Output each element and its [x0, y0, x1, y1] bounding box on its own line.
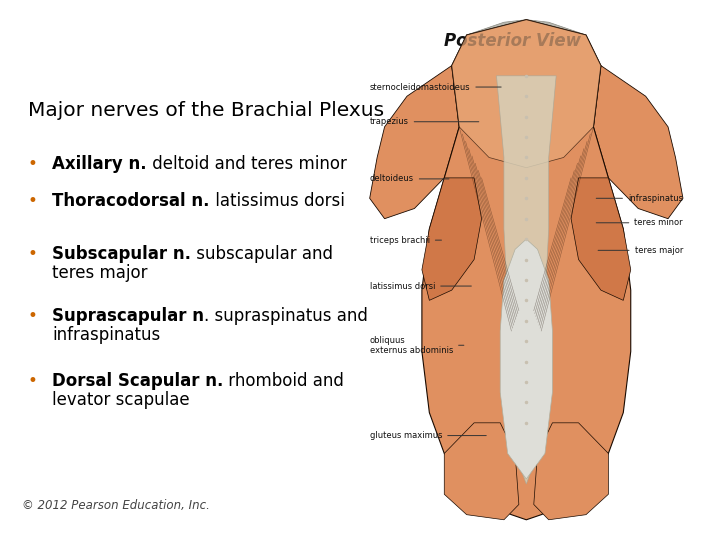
- Text: Major nerves of the Brachial Plexus: Major nerves of the Brachial Plexus: [28, 101, 384, 120]
- Text: subscapular and: subscapular and: [191, 245, 333, 263]
- Text: •: •: [28, 372, 38, 390]
- Text: gluteus maximus: gluteus maximus: [369, 431, 486, 440]
- Polygon shape: [444, 423, 519, 520]
- Text: infraspinatus: infraspinatus: [52, 326, 161, 343]
- Text: •: •: [28, 192, 38, 210]
- Text: latissimus dorsi: latissimus dorsi: [369, 281, 472, 291]
- Polygon shape: [534, 423, 608, 520]
- Text: levator scapulae: levator scapulae: [52, 390, 189, 409]
- Text: . supraspinatus and: . supraspinatus and: [204, 307, 368, 325]
- Text: teres minor: teres minor: [596, 218, 683, 227]
- Text: •: •: [28, 155, 38, 173]
- Polygon shape: [444, 19, 608, 137]
- Polygon shape: [500, 239, 552, 479]
- Polygon shape: [369, 65, 459, 219]
- Text: deltoideus: deltoideus: [369, 174, 449, 184]
- Text: Posterior View: Posterior View: [444, 32, 581, 50]
- Text: obliquus
externus abdominis: obliquus externus abdominis: [369, 335, 464, 355]
- Text: latissimus dorsi: latissimus dorsi: [210, 192, 344, 210]
- Polygon shape: [422, 178, 482, 300]
- Text: •: •: [28, 307, 38, 325]
- Text: rhomboid and: rhomboid and: [223, 372, 344, 390]
- Text: •: •: [28, 245, 38, 263]
- Polygon shape: [571, 178, 631, 300]
- Text: Axillary n.: Axillary n.: [52, 155, 147, 173]
- Text: Dorsal Scapular n.: Dorsal Scapular n.: [52, 372, 223, 390]
- Polygon shape: [497, 76, 556, 484]
- Text: Thoracodorsal n.: Thoracodorsal n.: [52, 192, 210, 210]
- Text: triceps brachii: triceps brachii: [369, 235, 441, 245]
- Text: infraspinatus: infraspinatus: [596, 194, 683, 203]
- Text: teres major: teres major: [598, 246, 683, 255]
- Text: teres major: teres major: [52, 264, 148, 281]
- Text: Subscapular n.: Subscapular n.: [52, 245, 191, 263]
- Text: Suprascapular n: Suprascapular n: [52, 307, 204, 325]
- Polygon shape: [593, 65, 683, 219]
- Text: deltoid and teres minor: deltoid and teres minor: [147, 155, 346, 173]
- Polygon shape: [422, 19, 631, 520]
- Polygon shape: [451, 19, 601, 168]
- Text: trapezius: trapezius: [369, 117, 479, 126]
- Text: © 2012 Pearson Education, Inc.: © 2012 Pearson Education, Inc.: [22, 499, 210, 512]
- Text: sternocleidomastoideus: sternocleidomastoideus: [369, 83, 501, 92]
